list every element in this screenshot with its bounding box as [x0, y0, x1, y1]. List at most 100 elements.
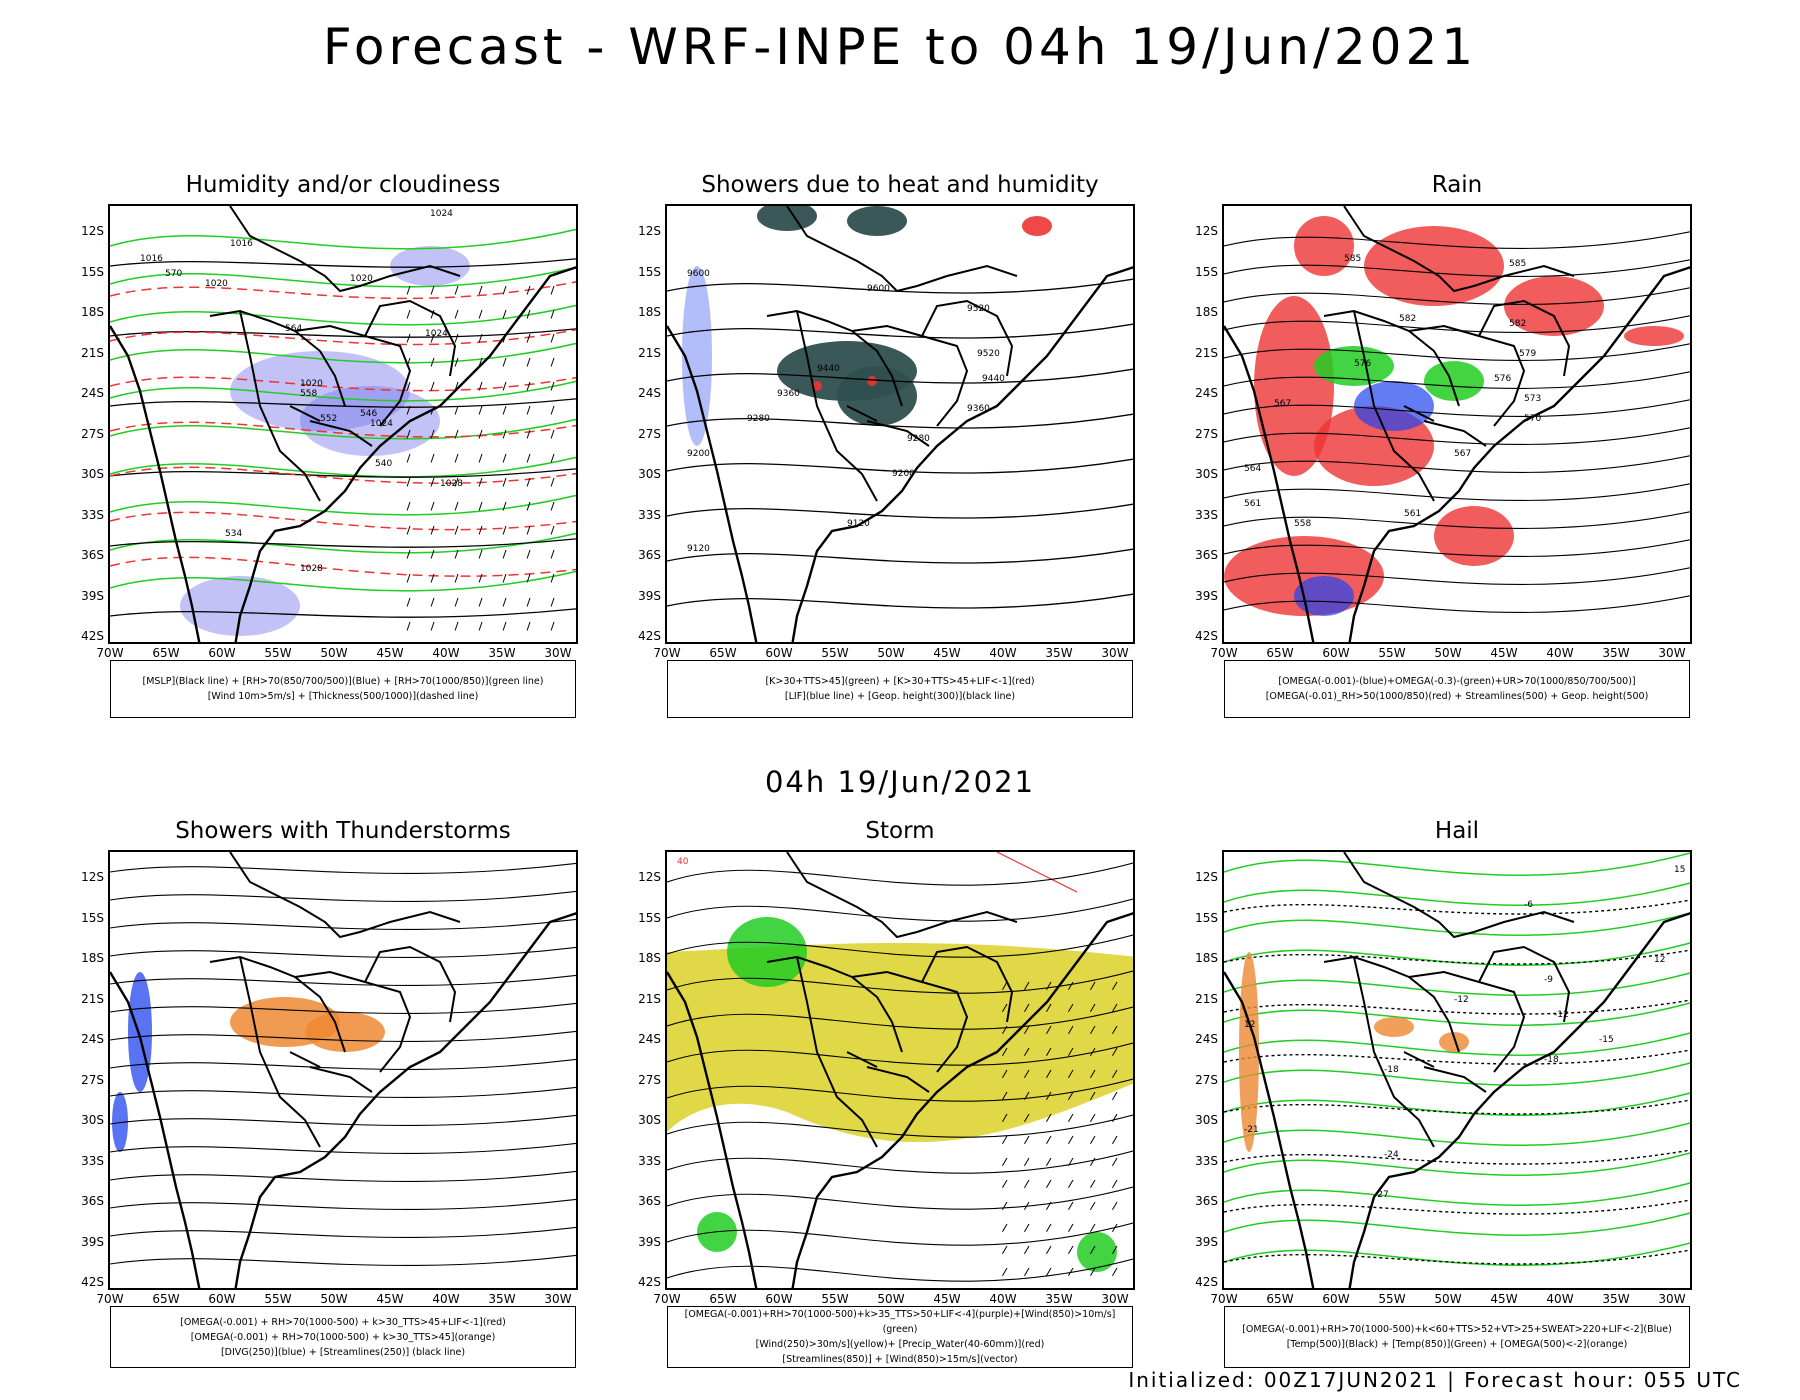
longitude-tick-label: 30W [1101, 646, 1129, 660]
wind-vector [502, 309, 507, 319]
longitude-tick-label: 50W [1434, 646, 1462, 660]
wind-vector [1068, 1245, 1074, 1255]
wind-vector [1090, 1069, 1096, 1079]
wind-vector [1090, 981, 1096, 991]
rh-green-contour [110, 532, 576, 554]
latitude-tick-label: 27S [1195, 426, 1218, 441]
longitude-tick-label: 50W [877, 1292, 905, 1306]
longitude-tick-label: 55W [264, 1292, 292, 1306]
legend-line: [K>30+TTS>45](green) + [K>30+TTS>45+LIF<… [765, 676, 1035, 687]
rh-green-contour [110, 570, 576, 592]
panel-legend: [OMEGA(-0.001)+RH>70(1000-500)+k<60+TTS>… [1224, 1306, 1690, 1368]
latitude-tick-label: 12S [81, 224, 104, 238]
wind-vector [478, 597, 483, 607]
longitude-tick-label: 45W [933, 1292, 961, 1306]
wind-vector [1090, 1135, 1096, 1145]
rh-green-contour [110, 266, 576, 288]
contour-label: 9600 [867, 284, 890, 294]
longitude-tick-label: 50W [877, 646, 905, 660]
panel-title: Showers due to heat and humidity [701, 172, 1099, 198]
longitude-tick-label: 40W [432, 1292, 460, 1306]
wind-vector [406, 429, 411, 439]
omega-orange-area [1239, 952, 1259, 1152]
longitude-tick-label: 60W [1322, 646, 1350, 660]
contour-label: 567 [1274, 399, 1291, 409]
longitude-tick-label: 50W [320, 646, 348, 660]
temp850-green-contour [1224, 882, 1690, 906]
legend-line: [LIF](blue line) + [Geop. height(300)](b… [784, 691, 1016, 702]
longitude-tick-label: 50W [1434, 1292, 1462, 1306]
wind-vector [502, 525, 507, 535]
wind-vector [406, 285, 411, 295]
longitude-tick-label: 30W [1658, 646, 1686, 660]
streamline-250 [110, 918, 576, 930]
rain-red-area [1504, 276, 1604, 336]
wind-vector [526, 381, 531, 391]
contour-label: 9520 [977, 349, 1000, 359]
streamline [1224, 567, 1690, 585]
panel-legend: [OMEGA(-0.001)+RH>70(1000-500)+k>35_TTS>… [667, 1306, 1133, 1368]
legend-line: [DIVG(250)](blue) + [Streamlines(250)] (… [220, 1346, 466, 1358]
streamline [1224, 483, 1690, 501]
streamline-250 [110, 1114, 576, 1126]
latitude-tick-label: 42S [638, 1275, 661, 1289]
wind-vector [1002, 1091, 1008, 1101]
wind-vector [550, 597, 555, 607]
contour-label: 1024 [430, 209, 453, 219]
latitude-tick-label: 42S [81, 1275, 104, 1289]
longitude-tick-label: 65W [709, 1292, 737, 1306]
rain-red-area [1294, 216, 1354, 276]
streamline [1224, 259, 1690, 277]
streamline [1224, 315, 1690, 333]
wind-vector [1002, 1223, 1008, 1233]
wind-vector [1002, 1179, 1008, 1189]
latitude-tick-label: 21S [1195, 991, 1218, 1006]
wind-vector [1046, 1179, 1052, 1189]
latitude-tick-label: 39S [81, 588, 104, 603]
temp500-black-contour [1224, 1199, 1690, 1215]
longitude-tick-label: 70W [653, 646, 681, 660]
streamline-250 [110, 1002, 576, 1014]
longitude-tick-label: 70W [1210, 646, 1238, 660]
contour-label: 40 [677, 857, 689, 867]
latitude-tick-label: 18S [638, 951, 661, 965]
wind-vector [1002, 1047, 1008, 1057]
wind-vector [1024, 1025, 1030, 1035]
state-borders [209, 852, 461, 1148]
wind-vector [550, 501, 555, 511]
temp850-green-contour [1224, 1242, 1690, 1266]
latitude-tick-label: 36S [1195, 548, 1218, 562]
latitude-tick-label: 39S [1195, 588, 1218, 603]
latitude-tick-label: 33S [81, 1153, 104, 1168]
latitude-tick-label: 27S [638, 426, 661, 441]
streamline-850 [667, 1186, 1133, 1210]
wind-vector [1068, 1069, 1074, 1079]
wind-vector [454, 453, 459, 463]
wind-vector [1090, 1047, 1096, 1057]
wind-vector [1024, 1091, 1030, 1101]
latitude-tick-label: 15S [1195, 264, 1218, 279]
panel-showers-heat: Showers due to heat and humidity 9600 960… [638, 172, 1135, 747]
temp850-green-contour [1224, 1092, 1690, 1116]
rh-blue-area [180, 576, 300, 636]
divergence-blue-area [112, 1092, 128, 1152]
wind-vector [478, 333, 483, 343]
latitude-tick-label: 36S [638, 548, 661, 562]
geopotential-height-contour [667, 368, 1133, 384]
wind-vector [430, 621, 435, 631]
wind-vector [1002, 1113, 1008, 1123]
wind-vector [454, 501, 459, 511]
wind-vector [406, 381, 411, 391]
wind-vector [430, 333, 435, 343]
streamline-250 [110, 890, 576, 902]
latitude-tick-label: 12S [1195, 224, 1218, 238]
longitude-tick-label: 30W [1101, 1292, 1129, 1306]
omega-green-area [1424, 361, 1484, 401]
latitude-tick-label: 36S [1195, 1194, 1218, 1208]
latitude-tick-label: 30S [1195, 467, 1218, 481]
contour-label: -15 [1599, 1035, 1614, 1045]
streamline-250 [110, 1030, 576, 1042]
streamline [1224, 343, 1690, 361]
wind-vector [430, 357, 435, 367]
wind-vector [478, 285, 483, 295]
